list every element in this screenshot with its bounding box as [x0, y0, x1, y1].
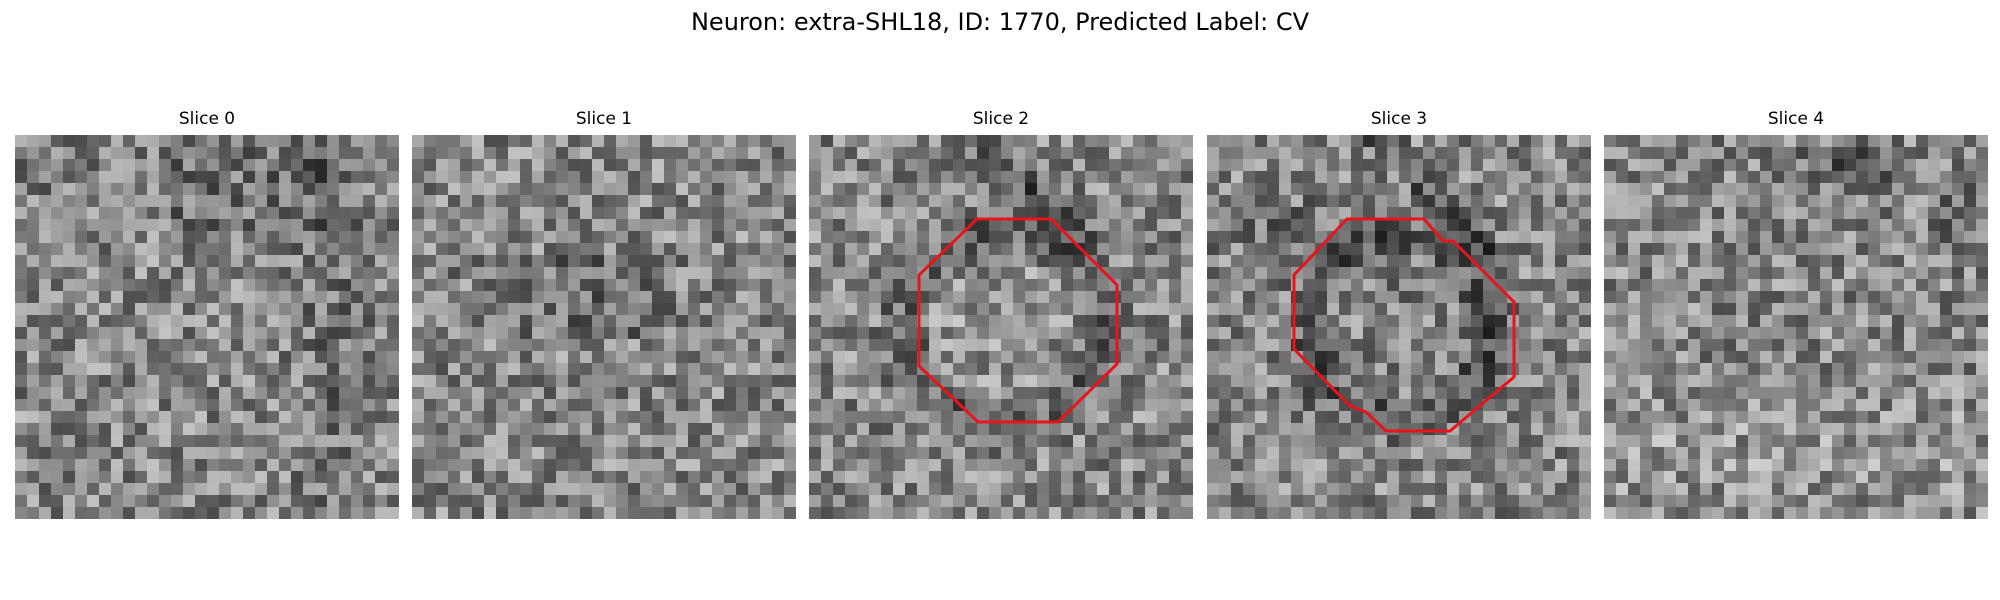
slice-image [412, 135, 796, 519]
slice-panel-4: Slice 4 [1604, 107, 1988, 519]
slice-image [1604, 135, 1988, 519]
slice-panel-0: Slice 0 [15, 107, 399, 519]
slice-image [809, 135, 1193, 519]
slice-title: Slice 1 [575, 109, 633, 129]
slice-image [15, 135, 399, 519]
figure-title: Neuron: extra-SHL18, ID: 1770, Predicted… [690, 8, 1310, 36]
slice-title: Slice 0 [178, 109, 236, 129]
slice-panel-3: Slice 3 [1207, 107, 1591, 519]
slice-title: Slice 3 [1370, 109, 1428, 129]
slice-title: Slice 2 [972, 109, 1030, 129]
slice-panel-1: Slice 1 [412, 107, 796, 519]
slice-panel-2: Slice 2 [809, 107, 1193, 519]
slice-title: Slice 4 [1767, 109, 1825, 129]
slice-image [1207, 135, 1591, 519]
